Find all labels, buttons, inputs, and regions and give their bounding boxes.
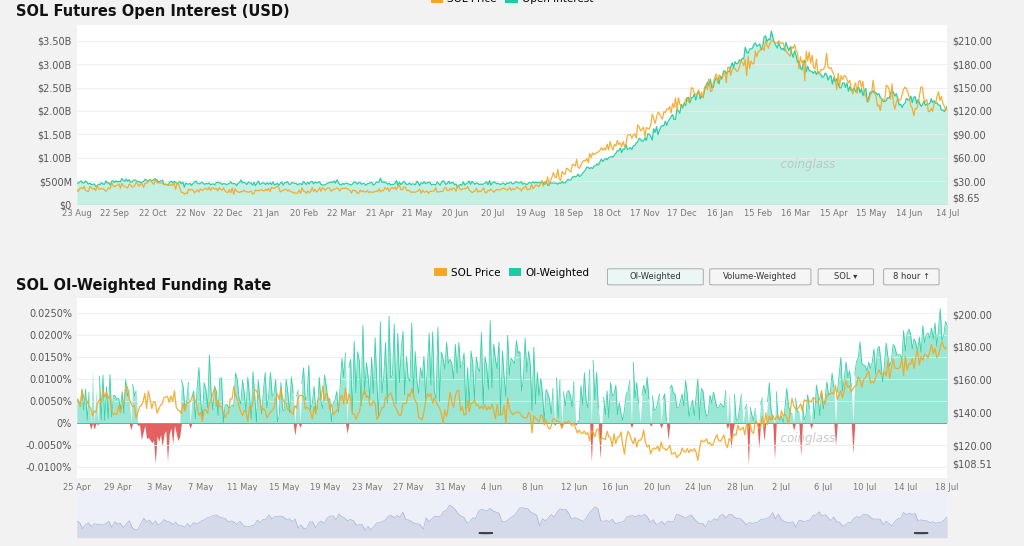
Text: SOL OI-Weighted Funding Rate: SOL OI-Weighted Funding Rate: [15, 277, 271, 293]
Text: SOL Futures Open Interest (USD): SOL Futures Open Interest (USD): [15, 4, 290, 19]
FancyBboxPatch shape: [607, 269, 703, 285]
Legend: SOL Price, Open Interest: SOL Price, Open Interest: [427, 0, 597, 9]
FancyBboxPatch shape: [818, 269, 873, 285]
Text: Volume-Weighted: Volume-Weighted: [723, 272, 798, 281]
Text: coinglass: coinglass: [773, 158, 836, 171]
Text: OI-Weighted: OI-Weighted: [630, 272, 681, 281]
FancyBboxPatch shape: [884, 269, 939, 285]
Text: 8 hour ↑: 8 hour ↑: [893, 272, 930, 281]
Text: coinglass: coinglass: [773, 432, 836, 444]
Legend: SOL Price, OI-Weighted: SOL Price, OI-Weighted: [430, 264, 594, 282]
Text: SOL ▾: SOL ▾: [835, 272, 857, 281]
FancyBboxPatch shape: [710, 269, 811, 285]
